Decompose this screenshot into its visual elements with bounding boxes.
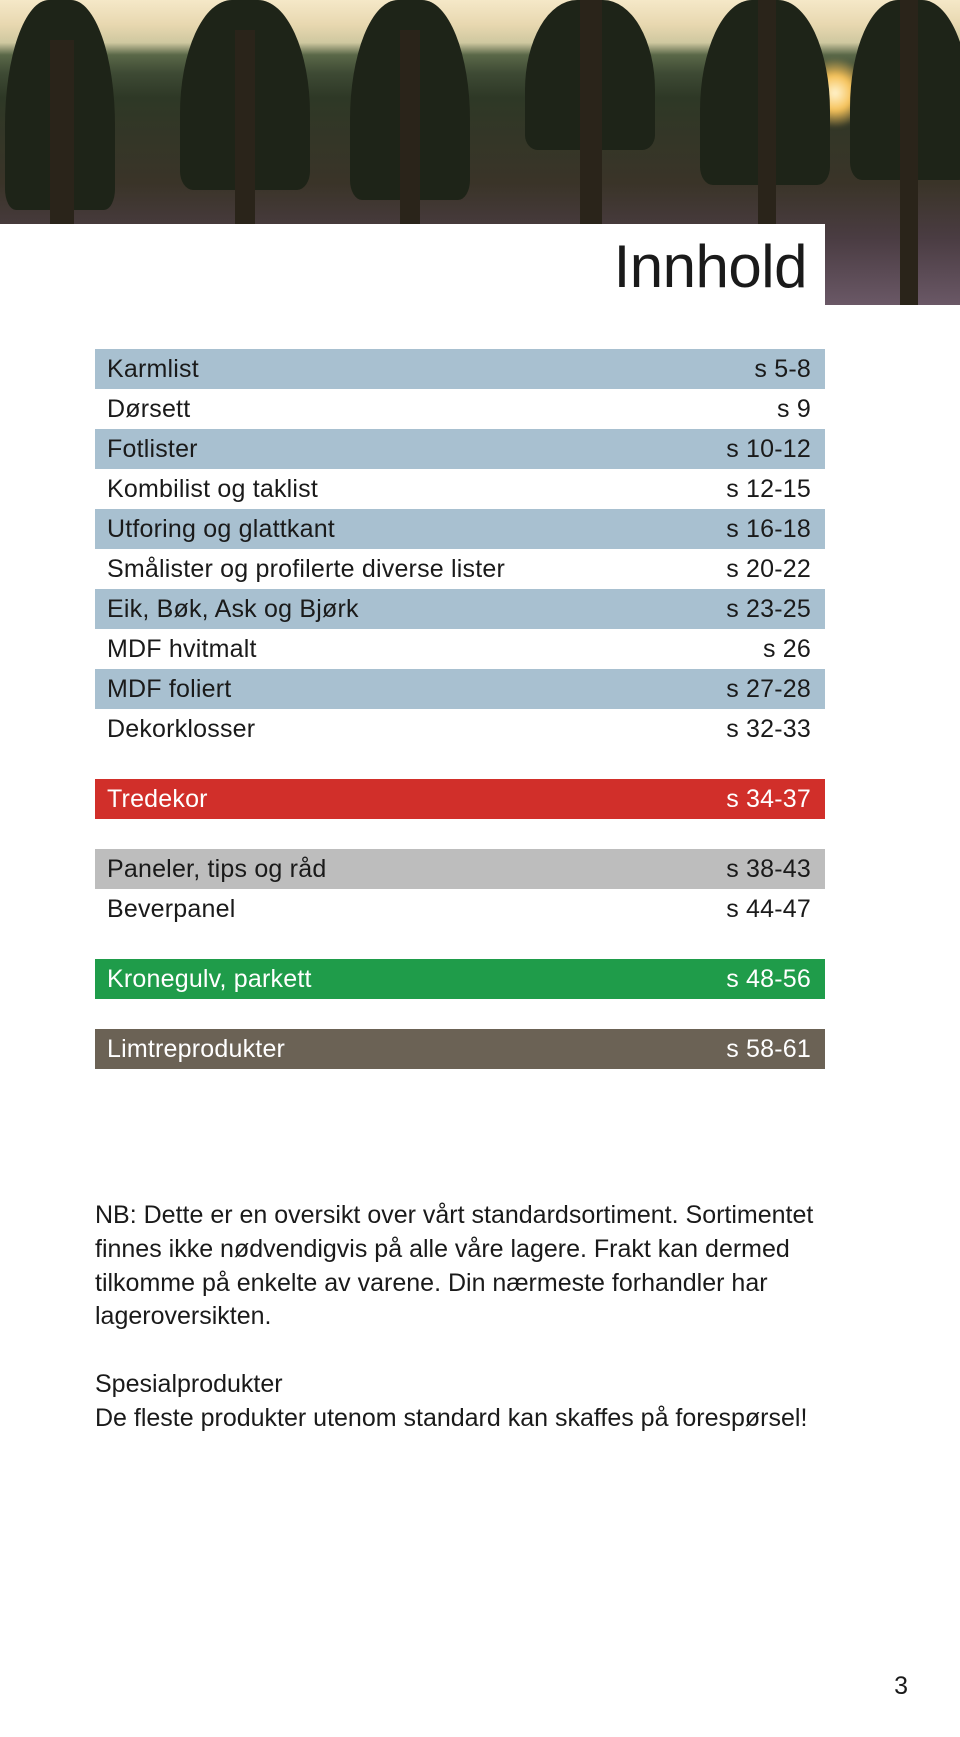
- toc-row-tredekor: Tredekor s 34-37: [95, 779, 825, 819]
- toc-row-dorsett: Dørsett s 9: [95, 389, 825, 429]
- note-paragraph-1: NB: Dette er en oversikt over vårt stand…: [95, 1199, 825, 1334]
- toc-label: Tredekor: [107, 785, 208, 814]
- toc-page: s 16-18: [726, 515, 811, 544]
- toc-label: MDF foliert: [107, 675, 231, 704]
- note-p2-title: Spesialprodukter: [95, 1370, 283, 1398]
- toc-page: s 9: [777, 395, 811, 424]
- toc-row-kronegulv: Kronegulv, parkett s 48-56: [95, 959, 825, 999]
- toc-row-utforing: Utforing og glattkant s 16-18: [95, 509, 825, 549]
- toc-label: Karmlist: [107, 355, 199, 384]
- toc-page: s 27-28: [726, 675, 811, 704]
- toc-row-paneler: Paneler, tips og råd s 38-43: [95, 849, 825, 889]
- toc-label: Kombilist og taklist: [107, 475, 318, 504]
- toc-label: Utforing og glattkant: [107, 515, 335, 544]
- toc-page: s 58-61: [726, 1035, 811, 1064]
- toc-row-beverpanel: Beverpanel s 44-47: [95, 889, 825, 929]
- toc-page: s 12-15: [726, 475, 811, 504]
- toc-label: Paneler, tips og råd: [107, 855, 326, 884]
- page-title: Innhold: [614, 232, 807, 301]
- toc-page: s 5-8: [754, 355, 811, 384]
- toc-row-karmlist: Karmlist s 5-8: [95, 349, 825, 389]
- toc-row-mdf-foliert: MDF foliert s 27-28: [95, 669, 825, 709]
- toc-page: s 26: [763, 635, 811, 664]
- toc-label: Fotlister: [107, 435, 198, 464]
- toc-page: s 23-25: [726, 595, 811, 624]
- note-block: NB: Dette er en oversikt over vårt stand…: [0, 1199, 960, 1436]
- toc-row-smalister: Smålister og profilerte diverse lister s…: [95, 549, 825, 589]
- toc-row-fotlister: Fotlister s 10-12: [95, 429, 825, 469]
- toc-row-dekorklosser: Dekorklosser s 32-33: [95, 709, 825, 749]
- toc-page: s 38-43: [726, 855, 811, 884]
- toc-label: Kronegulv, parkett: [107, 965, 312, 994]
- toc-label: Dørsett: [107, 395, 190, 424]
- page-number: 3: [894, 1672, 908, 1701]
- toc-page: s 10-12: [726, 435, 811, 464]
- toc-page: s 34-37: [726, 785, 811, 814]
- toc-row-mdf-hvitmalt: MDF hvitmalt s 26: [95, 629, 825, 669]
- toc-page: s 48-56: [726, 965, 811, 994]
- hero-image: Innhold: [0, 0, 960, 305]
- toc-label: Smålister og profilerte diverse lister: [107, 555, 505, 584]
- note-paragraph-2: Spesialprodukter De fleste produkter ute…: [95, 1368, 825, 1436]
- toc-page: s 20-22: [726, 555, 811, 584]
- toc-label: Dekorklosser: [107, 715, 255, 744]
- note-p2-body: De fleste produkter utenom standard kan …: [95, 1404, 807, 1432]
- toc-label: Beverpanel: [107, 895, 235, 924]
- toc-page: s 44-47: [726, 895, 811, 924]
- toc-page: s 32-33: [726, 715, 811, 744]
- toc-label: Limtreprodukter: [107, 1035, 285, 1064]
- toc-row-limtre: Limtreprodukter s 58-61: [95, 1029, 825, 1069]
- toc-row-eik: Eik, Bøk, Ask og Bjørk s 23-25: [95, 589, 825, 629]
- toc-row-kombilist: Kombilist og taklist s 12-15: [95, 469, 825, 509]
- toc-label: MDF hvitmalt: [107, 635, 257, 664]
- toc: Karmlist s 5-8 Dørsett s 9 Fotlister s 1…: [0, 305, 960, 1069]
- toc-label: Eik, Bøk, Ask og Bjørk: [107, 595, 359, 624]
